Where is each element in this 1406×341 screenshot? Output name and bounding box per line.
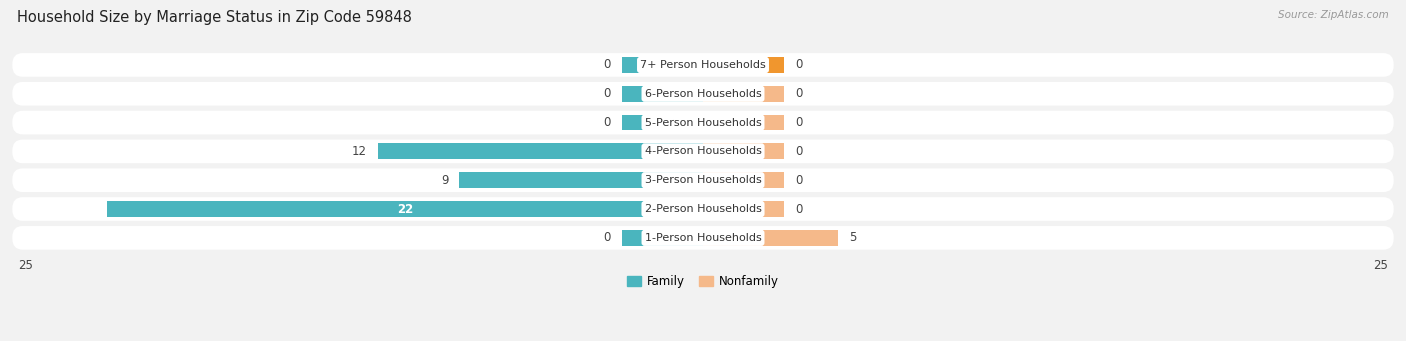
Text: 4-Person Households: 4-Person Households [644, 146, 762, 157]
Bar [703, 86, 785, 102]
FancyBboxPatch shape [13, 111, 1393, 134]
Text: 0: 0 [603, 87, 612, 100]
Bar [703, 144, 785, 159]
Text: Household Size by Marriage Status in Zip Code 59848: Household Size by Marriage Status in Zip… [17, 10, 412, 25]
Text: 7+ Person Households: 7+ Person Households [640, 60, 766, 70]
Text: 5-Person Households: 5-Person Households [644, 118, 762, 128]
Legend: Family, Nonfamily: Family, Nonfamily [621, 270, 785, 293]
Text: 0: 0 [794, 58, 803, 72]
Bar [621, 86, 703, 102]
Bar [703, 230, 838, 246]
FancyBboxPatch shape [13, 139, 1393, 163]
Text: 0: 0 [794, 203, 803, 216]
FancyBboxPatch shape [13, 53, 1393, 77]
FancyBboxPatch shape [13, 197, 1393, 221]
Text: 0: 0 [794, 174, 803, 187]
Text: 1-Person Households: 1-Person Households [644, 233, 762, 243]
Text: Source: ZipAtlas.com: Source: ZipAtlas.com [1278, 10, 1389, 20]
Bar [703, 115, 785, 131]
FancyBboxPatch shape [13, 82, 1393, 106]
Bar [621, 115, 703, 131]
Bar [621, 230, 703, 246]
FancyBboxPatch shape [13, 226, 1393, 250]
Bar [107, 201, 703, 217]
Text: 2-Person Households: 2-Person Households [644, 204, 762, 214]
Text: 9: 9 [441, 174, 449, 187]
Text: 3-Person Households: 3-Person Households [644, 175, 762, 185]
Text: 0: 0 [603, 231, 612, 244]
Bar [703, 201, 785, 217]
Bar [460, 172, 703, 188]
Text: 0: 0 [603, 116, 612, 129]
Text: 0: 0 [794, 116, 803, 129]
Bar [378, 144, 703, 159]
FancyBboxPatch shape [13, 168, 1393, 192]
Text: 22: 22 [396, 203, 413, 216]
Text: 0: 0 [603, 58, 612, 72]
Bar [703, 57, 785, 73]
Text: 6-Person Households: 6-Person Households [644, 89, 762, 99]
Text: 5: 5 [849, 231, 856, 244]
Bar [621, 57, 703, 73]
Text: 12: 12 [352, 145, 367, 158]
Text: 0: 0 [794, 87, 803, 100]
Text: 0: 0 [794, 145, 803, 158]
Bar [703, 172, 785, 188]
